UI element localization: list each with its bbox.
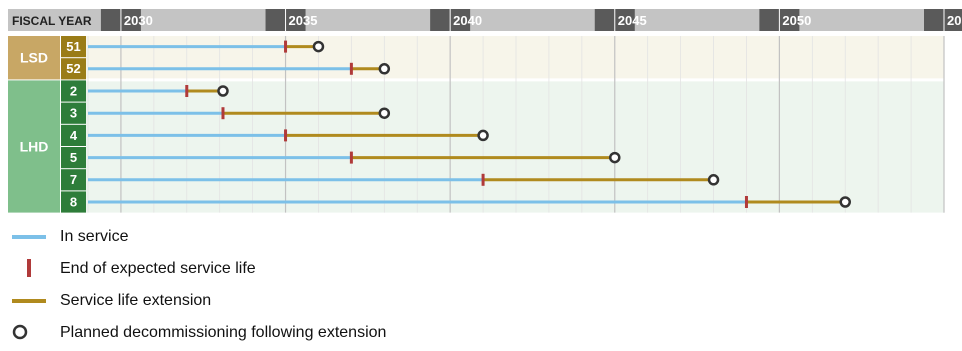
hull-label: 7 xyxy=(70,172,77,187)
hull-label: 2 xyxy=(70,83,77,98)
group-labels: LSD LHD 51 52 2 3 4 5 7 8 xyxy=(8,36,86,213)
hull-label: 4 xyxy=(70,128,78,143)
header-bar xyxy=(8,9,960,31)
group-box-lsd xyxy=(8,36,60,80)
year-tick-label: 2055 xyxy=(947,13,962,28)
hull-badge xyxy=(61,58,86,80)
decommission-marker-5 xyxy=(609,151,621,164)
hull-badge xyxy=(61,124,86,146)
legend-item-extension: Service life extension xyxy=(10,287,610,319)
hull-label: 51 xyxy=(66,39,80,54)
legend-item-decommission: Planned decommissioning following extens… xyxy=(10,319,610,351)
group-label-lsd: LSD xyxy=(20,50,48,66)
hull-badge xyxy=(61,80,86,102)
legend-item-in-service: In service xyxy=(10,223,610,255)
hull-badge xyxy=(61,102,86,124)
legend-label-decommission: Planned decommissioning following extens… xyxy=(60,324,387,341)
legend-label-end-of-life: End of expected service life xyxy=(60,260,256,277)
group-box-lhd xyxy=(8,80,60,213)
hull-label: 52 xyxy=(66,61,80,76)
year-tick-label: 2050 xyxy=(782,13,811,28)
year-tick-label: 2030 xyxy=(124,13,153,28)
hull-badge xyxy=(61,147,86,169)
legend-label-in-service: In service xyxy=(60,228,129,245)
end-of-life-marker-8 xyxy=(744,196,748,208)
decommission-marker-3 xyxy=(378,107,391,119)
hull-badge xyxy=(61,169,86,191)
decommission-marker-8 xyxy=(839,196,851,208)
year-tick-label: 2045 xyxy=(618,13,647,28)
year-tick-label: 2035 xyxy=(289,13,318,28)
row-bands xyxy=(8,36,944,213)
decommission-marker-2 xyxy=(217,85,229,97)
hull-label: 8 xyxy=(70,194,77,209)
decommission-swatch xyxy=(12,324,28,340)
fiscal-year-label: FISCAL YEAR xyxy=(12,14,92,28)
group-label-lhd: LHD xyxy=(20,139,49,155)
hull-badge xyxy=(61,191,86,213)
hull-label: 5 xyxy=(70,150,77,165)
legend: In service End of expected service life … xyxy=(10,223,610,351)
year-ticks: 2030 2035 2040 2045 2050 2055 xyxy=(100,9,962,31)
decommission-marker-52 xyxy=(378,63,391,75)
end-of-life-marker-5 xyxy=(349,151,353,164)
end-of-life-swatch xyxy=(27,259,31,277)
band-lsd xyxy=(86,36,944,80)
end-of-life-marker-2 xyxy=(185,85,189,97)
year-tick-label: 2040 xyxy=(453,13,482,28)
hull-badge xyxy=(61,36,86,58)
end-of-life-marker-3 xyxy=(221,107,225,120)
end-of-life-marker-51 xyxy=(284,40,288,53)
ship-timelines xyxy=(88,40,851,208)
year-badge xyxy=(924,9,962,31)
legend-label-extension: Service life extension xyxy=(60,292,212,309)
decommission-marker-51 xyxy=(312,40,325,53)
band-lhd xyxy=(86,80,944,213)
decommission-marker-4 xyxy=(477,129,489,142)
hull-label: 3 xyxy=(70,106,77,121)
end-of-life-marker-52 xyxy=(349,62,353,75)
end-of-life-marker-4 xyxy=(284,129,288,142)
timeline-chart: FISCAL YEAR 2030 2035 2040 2045 2050 2055 LSD… xyxy=(8,9,962,213)
end-of-life-marker-7 xyxy=(481,173,485,186)
legend-item-end-of-life: End of expected service life xyxy=(10,255,610,287)
decommission-marker-7 xyxy=(707,174,720,186)
